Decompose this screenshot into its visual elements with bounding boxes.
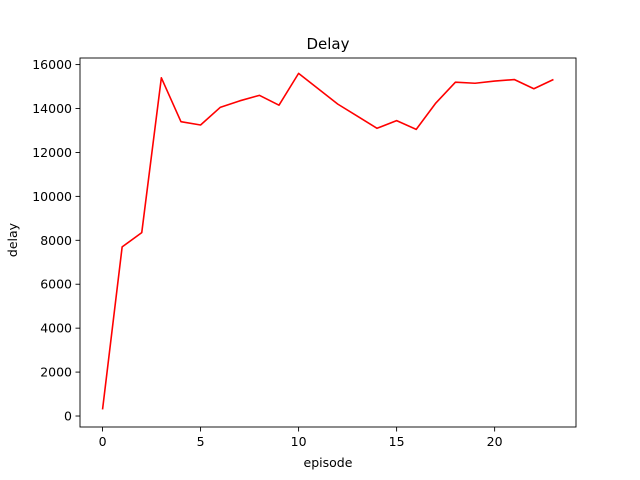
y-tick-label-0: 0: [64, 409, 72, 424]
y-axis-label: delay: [5, 222, 20, 257]
y-tick-label-16000: 16000: [32, 57, 72, 72]
y-tick-label-12000: 12000: [32, 145, 72, 160]
x-tick-label-15: 15: [389, 434, 405, 449]
x-tick-label-10: 10: [291, 434, 307, 449]
y-tick-label-2000: 2000: [40, 365, 72, 380]
x-axis-label: episode: [304, 455, 353, 470]
x-tick-label-0: 0: [99, 434, 107, 449]
x-tick-label-20: 20: [487, 434, 503, 449]
y-tick-label-4000: 4000: [40, 321, 72, 336]
y-tick-label-10000: 10000: [32, 189, 72, 204]
y-tick-label-6000: 6000: [40, 277, 72, 292]
axes-frame: [79, 57, 577, 428]
x-tick-label-5: 5: [197, 434, 205, 449]
chart-title: Delay: [306, 35, 349, 53]
plot-area: 0 5 10 15 20 0 2000 4000 6000 8000 10000 12000 14000…: [32, 57, 577, 449]
y-tick-label-14000: 14000: [32, 101, 72, 116]
series-line-0: [101, 72, 554, 410]
y-tick-label-8000: 8000: [40, 233, 72, 248]
